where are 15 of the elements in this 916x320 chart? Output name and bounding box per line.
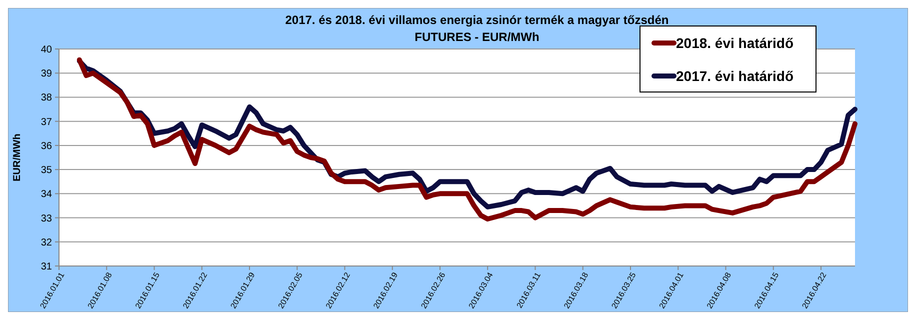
y-tick-label: 37 [40,116,52,128]
y-tick-label: 35 [40,165,52,176]
y-tick-label: 38 [40,92,52,104]
legend-label: 2017. évi határidő [676,68,794,84]
y-tick-label: 36 [40,140,52,152]
y-tick-label: 39 [40,68,52,80]
chart-subtitle: FUTURES - EUR/MWh [414,30,540,44]
y-tick-label: 31 [40,262,52,272]
y-tick-label: 32 [40,237,52,248]
y-axis-title: EUR/MWh [12,134,23,182]
y-tick-label: 40 [40,44,52,56]
y-tick-label: 34 [40,189,52,200]
chart-title: 2017. és 2018. évi villamos energia zsinór termék a magyar tőzsdén [285,13,669,27]
y-tick-label: 33 [40,213,52,224]
legend-label: 2018. évi határidő [676,34,794,51]
